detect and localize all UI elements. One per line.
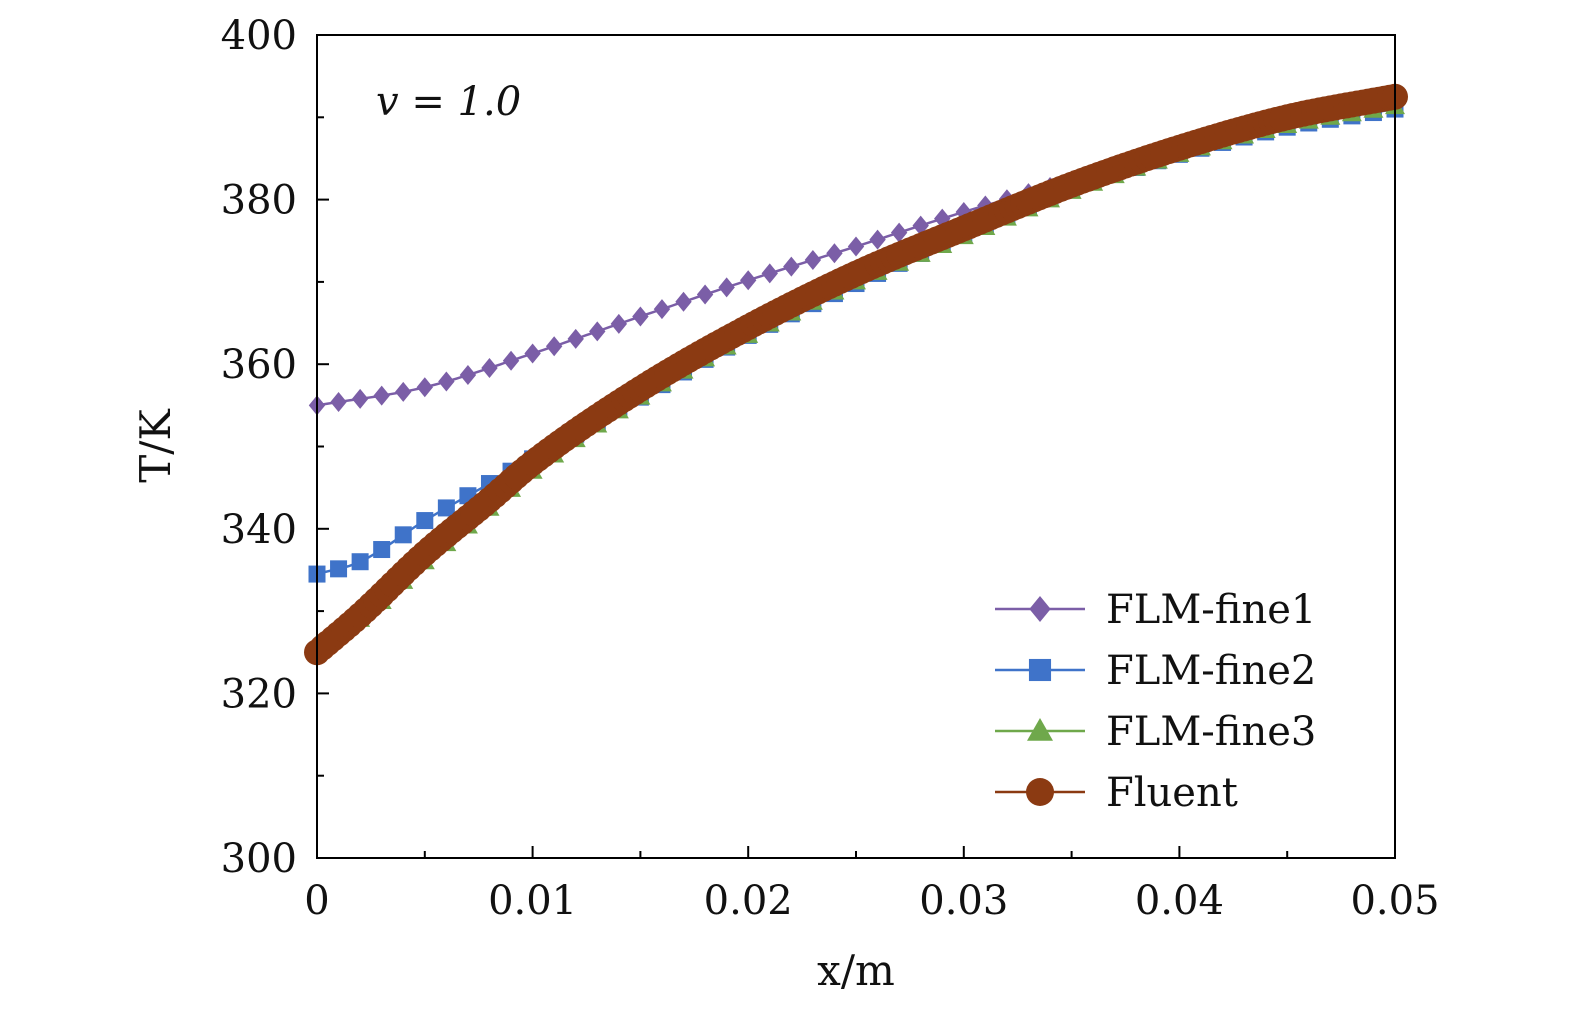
legend-label: FLM-fine2	[1106, 648, 1316, 694]
legend-entry: FLM-fine3	[995, 709, 1316, 755]
legend-marker	[1027, 718, 1053, 741]
y-tick-label: 400	[221, 13, 297, 59]
data-point	[351, 553, 369, 571]
data-point	[761, 263, 778, 284]
data-point	[545, 336, 563, 357]
ticks: 0 0.01 0.02 0.03 0.04 0.05 300 320 340 360 380 400	[221, 13, 1440, 924]
data-point	[394, 526, 412, 544]
data-point	[912, 215, 929, 236]
data-point	[567, 328, 584, 349]
data-point	[502, 350, 520, 371]
data-point	[416, 512, 434, 530]
data-point	[955, 201, 972, 222]
x-tick-label: 0.04	[1135, 878, 1224, 924]
legend-marker	[1026, 778, 1054, 806]
x-tick-label: 0	[304, 878, 329, 924]
series-line	[316, 95, 1396, 654]
data-point	[696, 284, 714, 305]
legend-entry: Fluent	[995, 770, 1238, 816]
data-point	[373, 385, 390, 406]
legend-label: Fluent	[1106, 770, 1238, 816]
data-point	[459, 365, 477, 386]
data-point	[330, 391, 347, 412]
data-point	[890, 222, 908, 243]
data-point	[718, 277, 735, 298]
x-tick-label: 0.02	[704, 878, 793, 924]
y-tick-label: 340	[221, 507, 297, 553]
data-point	[373, 541, 391, 559]
data-point	[524, 343, 541, 364]
y-tick-label: 360	[221, 342, 297, 388]
series-line	[316, 105, 1396, 646]
data-point	[416, 377, 433, 398]
x-tick-label: 0.05	[1350, 878, 1439, 924]
data-point	[481, 357, 498, 378]
legend-label: FLM-fine3	[1106, 709, 1316, 755]
plot-area	[304, 83, 1408, 666]
x-axis-title: x/m	[817, 946, 895, 995]
data-point	[589, 321, 606, 342]
data-point	[610, 313, 628, 334]
series-fluent	[304, 83, 1408, 666]
data-point	[804, 249, 822, 270]
x-tick-label: 0.01	[488, 878, 577, 924]
data-point	[438, 371, 455, 392]
annotation-label: v = 1.0	[376, 79, 521, 125]
legend-entry: FLM-fine1	[995, 587, 1316, 633]
data-point	[653, 299, 671, 320]
y-axis-title: T/K	[131, 408, 180, 483]
data-point	[632, 306, 649, 327]
data-point	[869, 229, 886, 250]
y-tick-label: 380	[221, 178, 297, 224]
data-point	[351, 388, 369, 409]
data-point	[826, 243, 843, 264]
legend-marker	[1029, 596, 1051, 622]
legend-entry: FLM-fine2	[995, 648, 1316, 694]
legend-label: FLM-fine1	[1106, 587, 1316, 633]
data-point	[847, 236, 865, 257]
legend: FLM-fine1 FLM-fine2 FLM-fine3 Fluent	[995, 587, 1316, 816]
data-point	[783, 256, 800, 277]
data-point	[437, 499, 455, 517]
data-point	[330, 560, 348, 578]
legend-marker	[1028, 658, 1052, 682]
x-tick-label: 0.03	[919, 878, 1008, 924]
data-point	[675, 291, 692, 312]
y-tick-label: 300	[221, 836, 297, 882]
data-point	[740, 270, 757, 291]
data-point	[395, 381, 412, 402]
y-tick-label: 320	[221, 671, 297, 717]
